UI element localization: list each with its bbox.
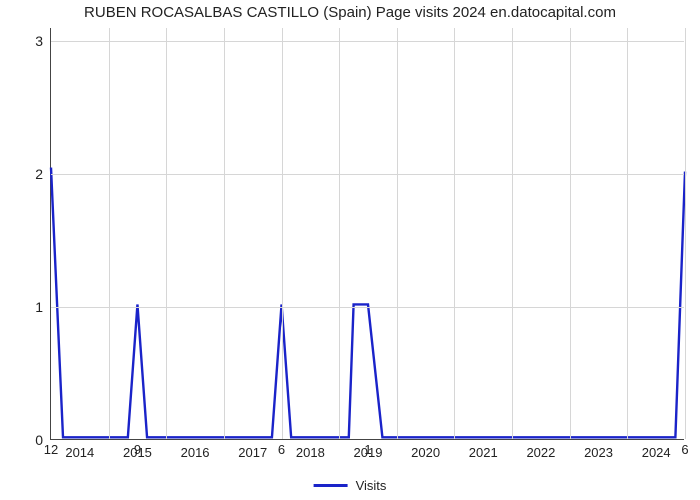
grid-line-v [339,28,340,439]
x-tick-label: 2023 [584,439,613,460]
x-tick-label: 2022 [526,439,555,460]
grid-line-v [512,28,513,439]
data-point-label: 1 [364,442,371,457]
y-tick-label: 2 [35,166,51,182]
x-tick-label: 2020 [411,439,440,460]
grid-line-h [51,174,684,175]
data-point-label: 9 [134,442,141,457]
x-tick-label: 2016 [181,439,210,460]
x-tick-label: 2014 [65,439,94,460]
y-tick-label: 3 [35,33,51,49]
grid-line-v [166,28,167,439]
grid-line-v [282,28,283,439]
grid-line-v [685,28,686,439]
grid-line-v [570,28,571,439]
legend-swatch [314,484,348,486]
data-point-label: 6 [278,442,285,457]
x-tick-label: 2018 [296,439,325,460]
grid-line-v [454,28,455,439]
visits-line [51,168,685,438]
grid-line-v [397,28,398,439]
y-tick-label: 1 [35,299,51,315]
grid-line-v [109,28,110,439]
legend-label: Visits [356,478,387,493]
grid-line-h [51,41,684,42]
plot-area: 0123201420152016201720182019202020212022… [50,28,684,440]
chart-container: RUBEN ROCASALBAS CASTILLO (Spain) Page v… [0,0,700,500]
series-svg [51,28,685,440]
legend: Visits [314,478,387,493]
chart-title: RUBEN ROCASALBAS CASTILLO (Spain) Page v… [0,4,700,21]
x-tick-label: 2024 [642,439,671,460]
data-point-label: 12 [44,442,58,457]
data-point-label: 6 [681,442,688,457]
x-tick-label: 2021 [469,439,498,460]
grid-line-v [627,28,628,439]
grid-line-v [224,28,225,439]
grid-line-h [51,307,684,308]
x-tick-label: 2017 [238,439,267,460]
